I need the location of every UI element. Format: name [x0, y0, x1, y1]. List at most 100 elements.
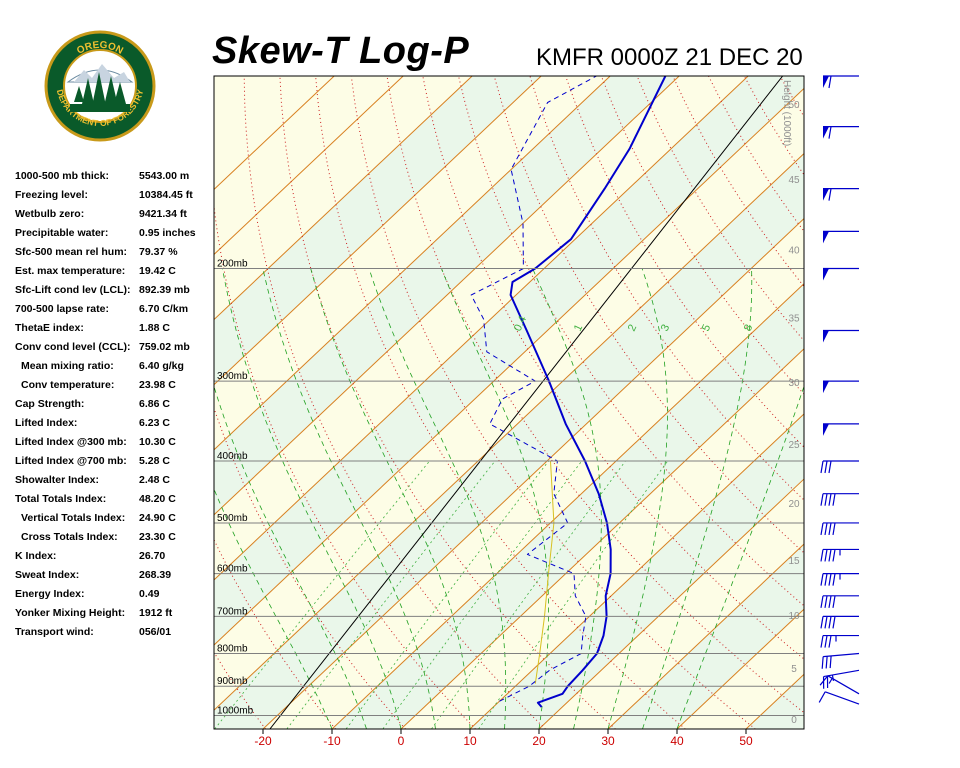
isotherm-line [214, 76, 611, 451]
isobar-label: 600mb [217, 564, 248, 575]
index-row: Yonker Mixing Height: 1912 ft [15, 607, 215, 626]
wind-barb-stroke [820, 573, 824, 586]
index-label: Vertical Totals Index: [21, 512, 126, 524]
dewpoint-trace [470, 76, 597, 702]
isotherm-line [331, 283, 804, 729]
wind-barb-stroke [829, 655, 832, 669]
wind-barb-pennant [823, 268, 829, 281]
wind-barb [820, 634, 859, 648]
index-value: 1912 ft [139, 607, 173, 619]
isotherm-line [214, 76, 473, 321]
wind-barb-stroke [828, 188, 832, 201]
index-label: Sfc-500 mean rel hum: [15, 246, 128, 258]
isobar-label: 900mb [217, 676, 248, 687]
wind-barb-stroke [825, 656, 828, 669]
index-value: 79.37 % [139, 246, 178, 258]
wind-barb [821, 652, 860, 669]
dry-adiabat [600, 76, 804, 395]
dry-adiabat [493, 76, 804, 554]
isotherm-line [214, 87, 804, 646]
index-label: Transport wind: [15, 626, 94, 638]
wind-barb-stroke [820, 549, 824, 562]
x-tick-label: 0 [398, 734, 405, 748]
wind-barb-stroke [820, 635, 824, 648]
height-tick-label: 20 [788, 499, 800, 510]
index-label: Precipitable water: [15, 227, 109, 239]
index-row: Precipitable water: 0.95 inches [15, 227, 215, 246]
wind-barb-stroke [828, 522, 832, 536]
index-value: 10.30 C [139, 436, 176, 448]
mixing-ratio-label: 0.4 [512, 314, 529, 333]
index-row: Cross Totals Index: 23.30 C [15, 531, 215, 550]
x-tick-label: -10 [323, 734, 341, 748]
dry-adiabat [315, 76, 686, 729]
index-value: 759.02 mb [139, 341, 190, 353]
index-value: 6.40 g/kg [139, 360, 184, 372]
index-row: Cap Strength: 6.86 C [15, 398, 215, 417]
index-value: 10384.45 ft [139, 189, 193, 201]
wind-barb-stroke [832, 595, 836, 608]
wind-barb-stroke [823, 669, 860, 678]
index-row: K Index: 26.70 [15, 550, 215, 569]
index-label: 700-500 lapse rate: [15, 303, 109, 315]
mixing-ratio-label: 5 [700, 323, 713, 334]
moist-adiabat [262, 268, 436, 729]
wind-barb-stroke [821, 656, 824, 669]
isotherm-line [214, 76, 542, 386]
isobar-label: 400mb [217, 451, 248, 462]
index-value: 26.70 [139, 550, 166, 562]
index-row: Sweat Index: 268.39 [15, 569, 215, 588]
wind-barb-stroke [824, 460, 828, 474]
wind-barb [823, 75, 859, 89]
mixing-ratio-line [382, 460, 583, 729]
wind-barb-stroke [824, 595, 828, 608]
wind-barb-stroke [828, 126, 832, 139]
wind-barb-stroke [828, 573, 832, 586]
index-value: 9421.34 ft [139, 208, 187, 220]
height-tick-label: 40 [788, 246, 800, 257]
wind-barb-pennant [823, 76, 829, 88]
wind-barb [818, 691, 860, 705]
wind-barb [823, 329, 859, 343]
wind-barb-stroke [820, 493, 824, 506]
index-value: 48.20 C [139, 493, 176, 505]
wind-barb-stroke [820, 616, 824, 629]
index-label: 1000-500 mb thick: [15, 170, 109, 182]
temperature-trace [509, 76, 667, 708]
wind-barb-stroke [828, 460, 832, 474]
index-row: Showalter Index: 2.48 C [15, 474, 215, 493]
index-row: Energy Index: 0.49 [15, 588, 215, 607]
wind-barb-stroke [831, 674, 835, 682]
mixing-ratio-label: 8 [742, 323, 755, 334]
wind-barb-stroke [828, 493, 832, 506]
chart-title: Skew-T Log-P [212, 30, 470, 72]
moist-adiabat [214, 385, 367, 729]
index-label: Yonker Mixing Height: [15, 607, 126, 619]
wind-barb [823, 230, 859, 244]
height-tick-label: 0 [791, 715, 797, 726]
wind-barb-stroke [824, 549, 828, 562]
wind-barb-pennant [823, 330, 829, 343]
wind-barb [820, 595, 859, 608]
index-value: 6.23 C [139, 417, 170, 429]
index-value: 0.95 inches [139, 227, 196, 239]
isobar-label: 200mb [217, 258, 248, 269]
wind-barb-stroke [824, 493, 828, 506]
index-row: Sfc-500 mean rel hum: 79.37 % [15, 246, 215, 265]
wind-barb [820, 460, 859, 474]
isotherm-line [214, 76, 749, 581]
wind-barb-stroke [828, 677, 833, 684]
index-row: 700-500 lapse rate: 6.70 C/km [15, 303, 215, 322]
dry-adiabat [214, 538, 336, 729]
index-label: Sweat Index: [15, 569, 80, 581]
isotherm-line [607, 543, 804, 729]
index-row: Sfc-Lift cond lev (LCL): 892.39 mb [15, 284, 215, 303]
index-value: 24.90 C [139, 512, 176, 524]
isotherm-line [214, 76, 680, 516]
index-label: Cap Strength: [15, 398, 85, 410]
index-label: Conv temperature: [21, 379, 115, 391]
isobar-label: 300mb [217, 371, 248, 382]
index-value: 19.42 C [139, 265, 176, 277]
isobar-label: 500mb [217, 513, 248, 524]
wind-barb-stroke [824, 616, 828, 629]
